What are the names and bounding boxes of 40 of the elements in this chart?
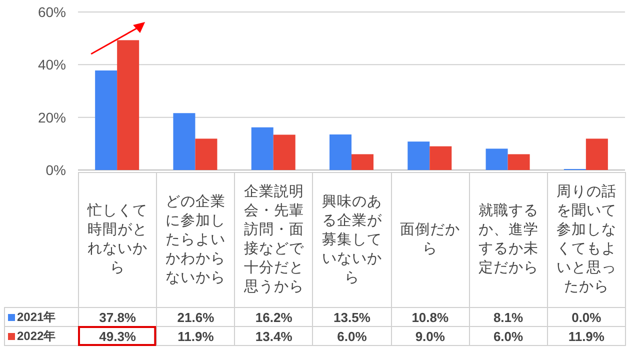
x-tick-label: 面倒だから	[399, 221, 462, 259]
text: 13.4%	[255, 328, 292, 344]
bar	[586, 138, 608, 170]
bar	[486, 148, 508, 170]
bar	[330, 134, 352, 170]
text: 9.0%	[415, 328, 445, 344]
bar	[195, 138, 218, 170]
text: 0.0%	[572, 310, 602, 324]
text: 11.9%	[568, 328, 604, 344]
bar	[117, 40, 140, 170]
text: 13.5%	[334, 310, 370, 324]
text: 21.6%	[177, 310, 214, 324]
x-tick-label: 周りの話を聞いて参加しなくてもよいと思ったから	[555, 183, 618, 297]
y-tick-label: 60%	[38, 4, 66, 20]
text: 10.8%	[412, 310, 449, 324]
text: 8.1%	[493, 310, 524, 324]
x-tick-label: どの企業に参加したらよいかわからないから	[164, 192, 227, 288]
text: 11.9%	[178, 328, 214, 344]
text: 6.0%	[493, 328, 524, 344]
x-tick-label: 就職するか、進学するか未定だから	[477, 202, 540, 278]
x-tick-label: 興味のある企業が募集していないから	[320, 192, 383, 288]
legend-label: 2021年	[17, 308, 56, 326]
bar	[352, 154, 374, 170]
text: 16.2%	[255, 310, 292, 324]
y-tick-label: 0%	[46, 162, 66, 178]
bar	[173, 113, 196, 170]
y-tick-label: 20%	[38, 109, 66, 126]
bar	[408, 142, 430, 170]
legend-label: 2022年	[17, 328, 56, 344]
bar	[95, 70, 118, 170]
x-tick-label: 企業説明会・先輩訪問・面接などで十分だと思うから	[242, 183, 305, 297]
text: 37.8%	[99, 310, 136, 324]
bar	[430, 146, 452, 170]
bar	[251, 127, 274, 170]
text: 49.3%	[99, 328, 136, 344]
bar	[273, 134, 296, 170]
bar	[508, 154, 530, 170]
x-tick-label: 忙しくて時間がとれないから	[86, 202, 149, 278]
text: 6.0%	[337, 328, 367, 344]
y-tick-label: 40%	[38, 56, 66, 73]
